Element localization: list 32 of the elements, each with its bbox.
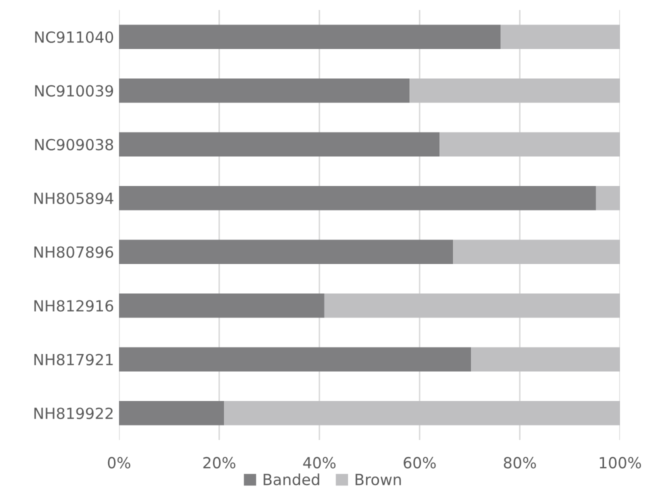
bar: [119, 78, 410, 103]
bar: [224, 401, 620, 426]
x-tick-label: 80%: [504, 456, 536, 468]
x-tick-label: 20%: [203, 456, 236, 468]
bar: [119, 294, 324, 318]
x-tick-label: 0%: [108, 456, 130, 468]
bar: [119, 347, 472, 372]
y-tick-label: NH812916: [34, 300, 114, 312]
bar: [453, 240, 620, 264]
bar: [119, 401, 224, 426]
y-tick-label: NC911040: [35, 31, 114, 43]
bar: [596, 186, 620, 210]
x-tick-label: 60%: [404, 456, 436, 468]
x-tick-label: 100%: [600, 456, 641, 468]
bar: [500, 24, 620, 49]
bar: [119, 24, 501, 49]
y-tick-label: NH805894: [34, 192, 114, 204]
bar: [119, 240, 454, 264]
legend-label: Brown: [356, 474, 401, 486]
y-tick-label: NH807896: [34, 246, 114, 258]
y-tick-label: NC910039: [35, 85, 114, 97]
bar: [324, 294, 620, 318]
bar: [410, 78, 620, 103]
bar: [471, 347, 620, 372]
y-tick-label: NH819922: [34, 408, 113, 420]
legend-label: Banded: [264, 473, 320, 486]
bar: [119, 186, 596, 210]
y-tick-label: NH817921: [34, 354, 113, 366]
y-tick-label: NC909038: [35, 138, 114, 150]
bar: [440, 132, 620, 156]
x-tick-label: 40%: [303, 456, 336, 468]
bar: [119, 132, 440, 156]
